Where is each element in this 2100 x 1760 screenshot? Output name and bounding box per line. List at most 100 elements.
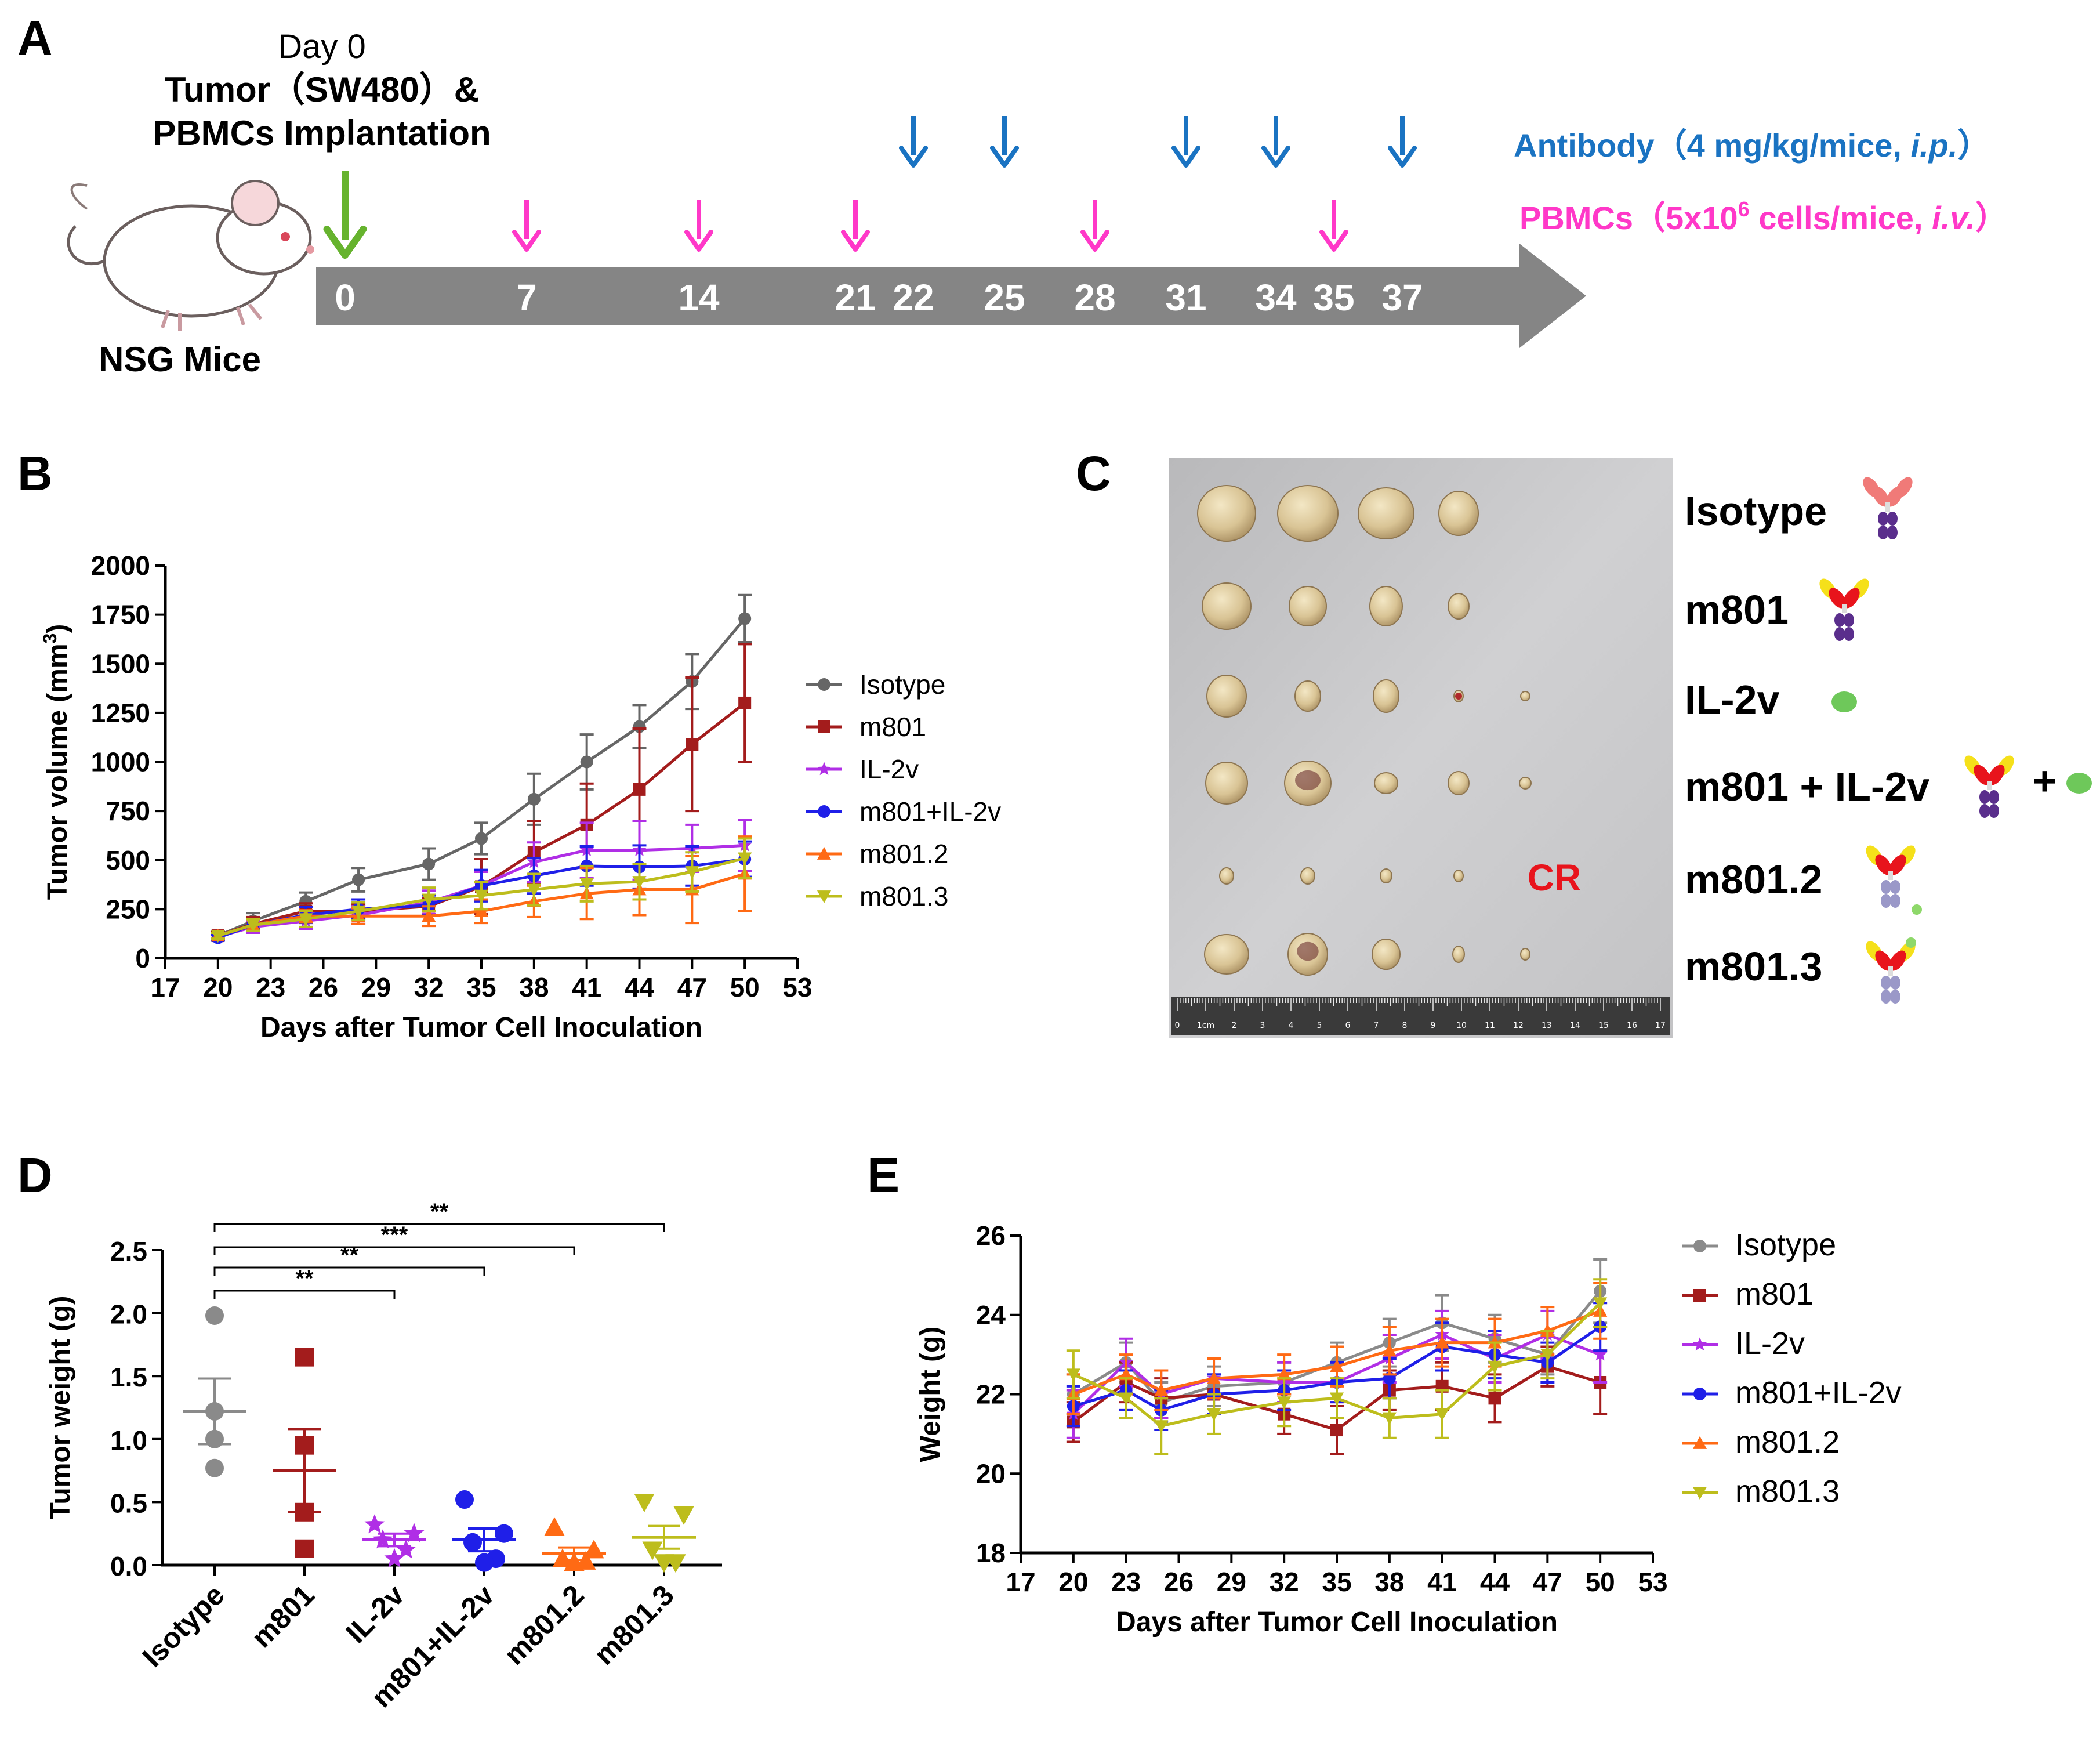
body-weight-chart: 18 20 22 24 26 17 20 23 26 29 32 35 38 41 44 47 50 53 Days…: [915, 1221, 1668, 1638]
data-point-m801: [1330, 1424, 1343, 1437]
m801-il2v-antibody-icon: [1964, 755, 2014, 818]
tumor-sample: [1448, 593, 1470, 620]
data-point-Isotype: [205, 1402, 224, 1421]
data-point-m801.2: [1277, 1367, 1292, 1381]
x-tick-label: 20: [1058, 1567, 1088, 1597]
ruler-label: 16: [1627, 1021, 1637, 1030]
tumor-sample: [1520, 948, 1530, 961]
y-tick-label: 250: [106, 894, 150, 924]
group-m801.3: [632, 1494, 696, 1573]
data-point-Isotype: [527, 792, 541, 806]
significance-bracket: **: [213, 1266, 396, 1299]
pbmc-arrow-day-21: [841, 200, 870, 252]
tumor-sample: [1520, 691, 1530, 701]
data-point-m801.3: [1206, 1408, 1221, 1421]
y-tick-label: 2000: [91, 551, 150, 581]
legend-item-m801+IL-2v: m801+IL-2v: [1682, 1375, 1902, 1410]
data-point-m801+IL-2v: [463, 1533, 482, 1552]
data-point-m801: [295, 1539, 314, 1558]
m8012-antibody-icon: [1866, 845, 1916, 908]
group-IL-2v: [362, 1514, 426, 1567]
category-label-IL-2v: IL-2v: [340, 1578, 411, 1649]
timeline-arrows: [323, 116, 1417, 259]
legend-item-m801: m801: [1682, 1277, 1814, 1312]
data-point-Isotype: [580, 755, 593, 769]
data-point-m801.3: [351, 905, 366, 918]
x-tick-label: 50: [1586, 1567, 1615, 1597]
ruler-label: 13: [1542, 1021, 1552, 1030]
group-label-1: m801: [1685, 587, 1789, 632]
x-tick-label: 38: [1374, 1567, 1404, 1597]
data-point-m801.2: [1206, 1371, 1221, 1385]
tumor-sample: [1372, 939, 1401, 970]
x-tick-label: 41: [1427, 1567, 1457, 1597]
group-m801.2: [542, 1517, 606, 1571]
x-tick-label: 17: [1006, 1567, 1035, 1597]
x-axis-label: Days after Tumor Cell Inoculation: [260, 1012, 702, 1043]
y-tick-label: 2.0: [110, 1299, 147, 1330]
legend-label: Isotype: [859, 669, 945, 700]
significance-bracket: **: [213, 1199, 665, 1232]
data-point-IL-2v: [404, 1523, 425, 1542]
tumor-sample: [1289, 586, 1327, 626]
tumor-sample: [1219, 867, 1234, 885]
tumor-weight-chart: 0.0 0.5 1.0 1.5 2.0 2.5 Tumor weight (g) Isotyp…: [45, 1199, 722, 1714]
x-tick-label: 20: [203, 972, 233, 1002]
legend-label: m801.2: [1735, 1425, 1840, 1460]
y-tick-label: 750: [106, 796, 150, 826]
data-point-m801.3: [632, 876, 647, 889]
data-point-m801.2: [552, 1548, 573, 1567]
data-point-Isotype: [352, 873, 365, 886]
panel-a: A Day 0 Tumor（SW480）& PBMCs Implantation…: [17, 11, 2008, 379]
bracket-line: [213, 1266, 485, 1276]
ruler-label: 17: [1655, 1021, 1666, 1030]
panel-b: B 0 250 500 750 1000 1250 1500 1750 2000 17 20 23 26…: [17, 446, 1001, 1043]
tumor-sample: [1448, 771, 1470, 795]
tumor-sample: [1373, 679, 1399, 713]
group-label-0: Isotype: [1685, 488, 1827, 534]
ruler-ticks: 0 1cm 2 3 4 5 6 7 8 9 10 11 12 13 14 15 16 17: [1175, 998, 1666, 1030]
ruler-label: 3: [1260, 1021, 1265, 1030]
x-tick-label: 32: [414, 972, 444, 1002]
data-point-m801: [633, 783, 646, 796]
plus-sign: +: [2033, 758, 2057, 803]
data-point-m801.3: [685, 866, 699, 879]
data-point-m801.3: [738, 852, 752, 865]
tumor-sample: [1202, 582, 1252, 630]
bracket-line: [213, 1290, 396, 1299]
timeline-day-0: 0: [335, 277, 356, 318]
data-point-Isotype: [475, 832, 488, 845]
y-tick-label: 26: [976, 1221, 1006, 1251]
group-label-4: m801.2: [1685, 857, 1822, 902]
y-tick-label: 0.5: [110, 1488, 147, 1518]
panel-label-c: C: [1076, 446, 1111, 501]
legend-item-m801: m801: [806, 712, 926, 742]
legend-label: IL-2v: [859, 754, 919, 784]
data-point-IL-2v: [1593, 1347, 1608, 1361]
data-point-m801.2: [544, 1517, 565, 1536]
antibody-arrow-day-34: [1261, 116, 1290, 168]
legend-marker: [818, 678, 830, 691]
significance-label: ***: [381, 1222, 408, 1248]
group-label-2: IL-2v: [1685, 677, 1779, 722]
panel-label-a: A: [17, 11, 53, 66]
y-tick-label: 1.0: [110, 1425, 147, 1455]
legend-label: IL-2v: [1735, 1326, 1805, 1361]
significance-bracket: ***: [213, 1222, 575, 1255]
pbmc-arrow-day-14: [684, 200, 713, 252]
timeline-day-28: 28: [1074, 277, 1115, 318]
body-weight-legend: Isotype m801 IL-2v m801+IL-2v m801.2 m801.3: [1682, 1227, 1902, 1509]
x-tick-label: 26: [309, 972, 338, 1002]
il2v-icon-2: [2066, 773, 2092, 794]
x-tick-label: 50: [730, 972, 760, 1002]
tumor-volume-legend: Isotype m801 IL-2v m801+IL-2v m801.2 m801.3: [806, 669, 1001, 911]
data-point-m801.3: [527, 883, 541, 897]
data-point-m801.3: [474, 889, 489, 903]
x-tick-label: 17: [150, 972, 180, 1002]
tumor-sample: [1374, 772, 1398, 794]
data-point-m801.2: [1329, 1359, 1344, 1372]
data-point-m801.3: [422, 893, 436, 907]
legend-marker: [818, 720, 830, 733]
legend-label: m801.3: [1735, 1474, 1840, 1509]
legend-label: m801: [1735, 1277, 1814, 1312]
